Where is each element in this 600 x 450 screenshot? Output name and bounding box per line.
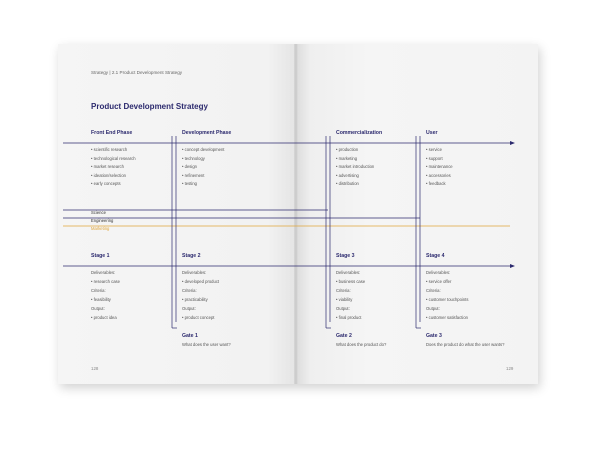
deliverables-label: Deliverables: xyxy=(91,270,116,275)
gate2-question: What does the product do? xyxy=(336,342,387,347)
band-engineering-label: Engineering xyxy=(91,218,114,223)
list-item: • accessories xyxy=(426,172,451,178)
stage2-label: Stage 2 xyxy=(182,253,201,259)
list-item: • distribution xyxy=(336,181,359,187)
left-page-number: 128 xyxy=(91,366,99,371)
list-item: • marketing xyxy=(336,155,358,161)
stage3-details: Deliverables: • business case Criteria: … xyxy=(336,270,366,320)
right-page xyxy=(296,44,538,384)
list-item: • business case xyxy=(336,279,366,284)
list-item: • final product xyxy=(336,315,362,320)
list-item: • product idea xyxy=(91,315,117,320)
list-item: • customer touchpoints xyxy=(426,297,469,302)
stage2-details: Deliverables: • developed product Criter… xyxy=(182,270,220,320)
band-marketing-label: Marketing xyxy=(91,226,110,231)
open-booklet: Strategy | 2.1 Product Development Strat… xyxy=(58,44,538,384)
right-page-number: 129 xyxy=(506,366,514,371)
page-title: Product Development Strategy xyxy=(91,102,208,111)
list-item: • service offer xyxy=(426,279,452,284)
list-item: • advertising xyxy=(336,172,359,178)
criteria-label: Criteria: xyxy=(336,288,351,293)
list-item: • design xyxy=(182,164,197,170)
list-item: • concept development xyxy=(182,147,225,152)
list-item: • maintenance xyxy=(426,164,453,170)
stage3-label: Stage 3 xyxy=(336,253,355,259)
phase-user-label: User xyxy=(426,130,438,136)
gate3-label: Gate 3 xyxy=(426,333,442,339)
phase-front-end-label: Front End Phase xyxy=(91,130,133,136)
stage-axis-arrowhead xyxy=(510,264,515,268)
process-diagram xyxy=(63,136,515,329)
list-item: • support xyxy=(426,155,443,161)
list-item: • refinement xyxy=(182,172,205,178)
criteria-label: Criteria: xyxy=(182,288,197,293)
stage4-label: Stage 4 xyxy=(426,253,445,259)
phase-commercialization-label: Commercialization xyxy=(336,130,383,136)
list-item: • practicability xyxy=(182,297,208,302)
stage1-label: Stage 1 xyxy=(91,253,110,259)
criteria-label: Criteria: xyxy=(91,288,106,293)
left-page xyxy=(58,44,296,384)
band-science-label: Science xyxy=(91,210,106,215)
gate1-label: Gate 1 xyxy=(182,333,198,339)
list-item: • testing xyxy=(182,181,197,187)
list-item: • market research xyxy=(91,164,124,170)
list-item: • feasibility xyxy=(91,297,111,302)
criteria-label: Criteria: xyxy=(426,288,441,293)
breadcrumb: Strategy | 2.1 Product Development Strat… xyxy=(91,70,183,75)
list-item: • ideation/selection xyxy=(91,172,126,178)
phase-axis-arrowhead xyxy=(510,141,515,145)
output-label: Output: xyxy=(182,306,196,311)
output-label: Output: xyxy=(426,306,440,311)
list-item: • feedback xyxy=(426,181,446,187)
list-item: • technological research xyxy=(91,155,136,161)
gate2-label: Gate 2 xyxy=(336,333,352,339)
list-item: • market introduction xyxy=(336,164,375,170)
list-item: • research case xyxy=(91,279,120,284)
output-label: Output: xyxy=(91,306,105,311)
list-item: • production xyxy=(336,147,359,152)
phase-user-items: • service • support • maintenance • acce… xyxy=(426,147,453,187)
stage4-details: Deliverables: • service offer Criteria: … xyxy=(426,270,469,320)
gate3-question: Does the product do what the user wants? xyxy=(426,342,505,347)
deliverables-label: Deliverables: xyxy=(182,270,207,275)
list-item: • technology xyxy=(182,155,205,161)
list-item: • customer satisfaction xyxy=(426,315,468,320)
list-item: • service xyxy=(426,147,442,152)
deliverables-label: Deliverables: xyxy=(426,270,451,275)
list-item: • developed product xyxy=(182,279,220,284)
phase-development-label: Development Phase xyxy=(182,130,232,136)
list-item: • scientific research xyxy=(91,147,128,152)
deliverables-label: Deliverables: xyxy=(336,270,361,275)
stage1-details: Deliverables: • research case Criteria: … xyxy=(91,270,120,320)
list-item: • viability xyxy=(336,297,353,302)
gate1-question: What does the user want? xyxy=(182,342,231,347)
phase-commercialization-items: • production • marketing • market introd… xyxy=(336,147,375,187)
book-gutter xyxy=(294,44,298,384)
phase-development-items: • concept development • technology • des… xyxy=(182,147,225,187)
list-item: • product concept xyxy=(182,315,215,320)
phase-front-end-items: • scientific research • technological re… xyxy=(91,147,136,187)
output-label: Output: xyxy=(336,306,350,311)
list-item: • early concepts xyxy=(91,181,121,187)
